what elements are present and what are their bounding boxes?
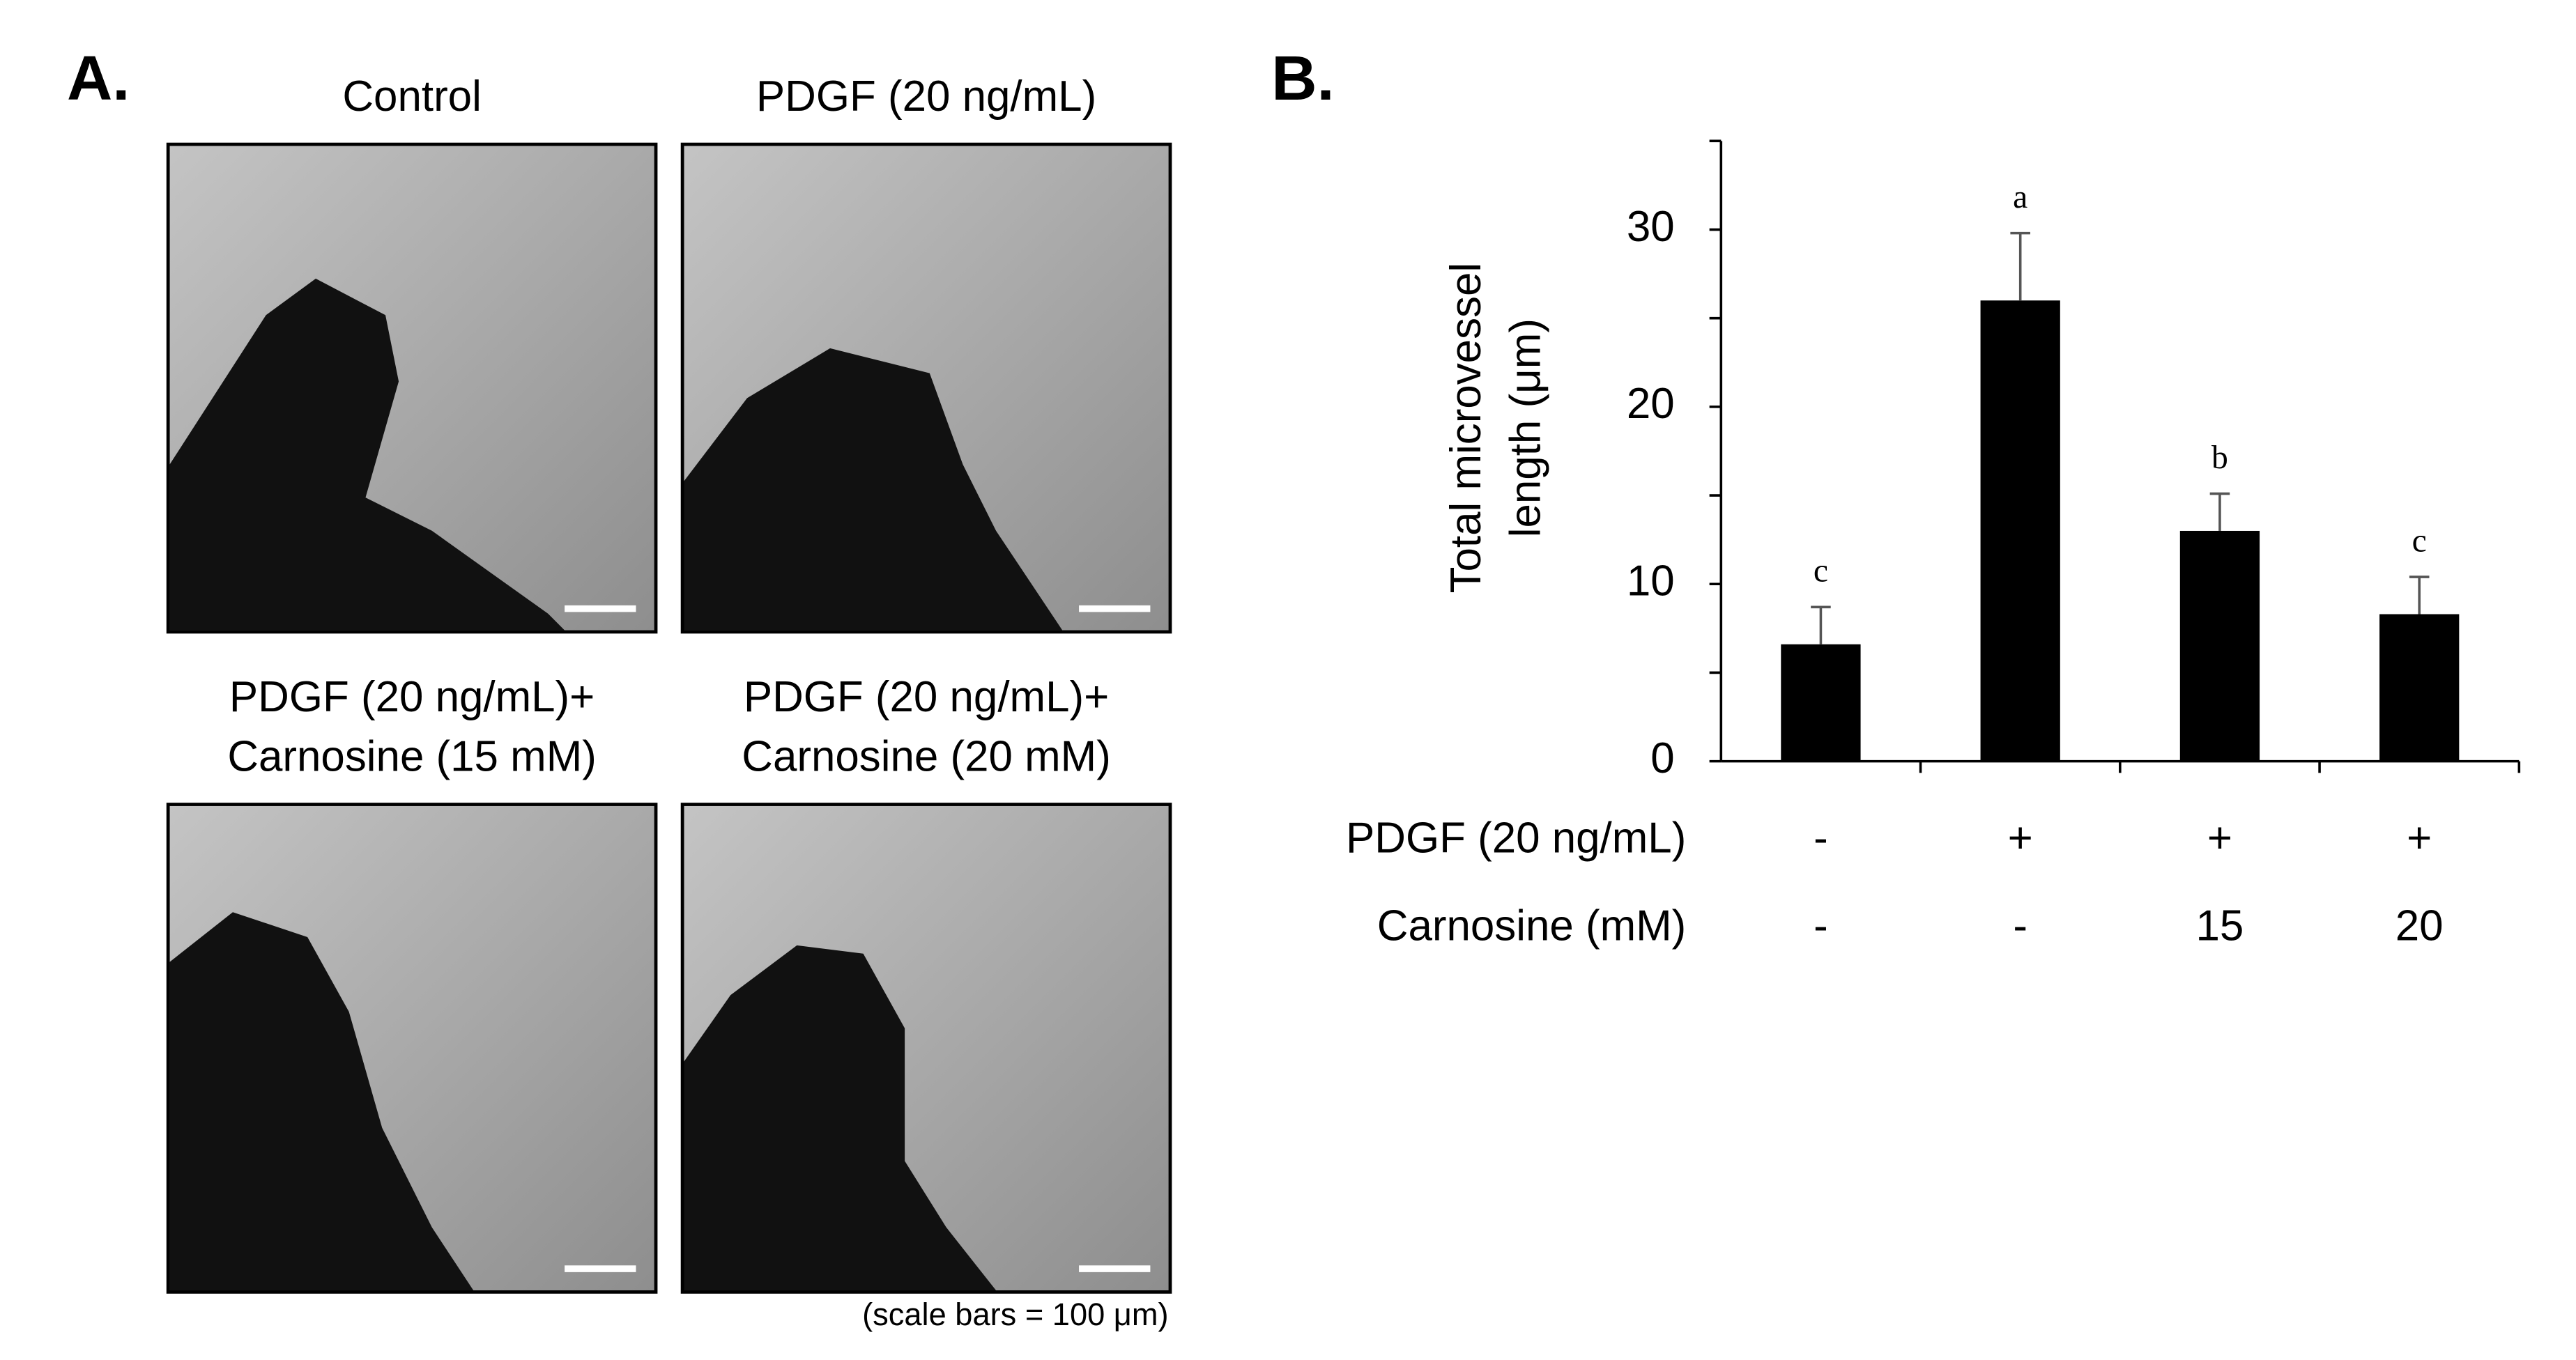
y-axis-title: Total microvessel length (μm) <box>1442 263 1550 594</box>
significance-letter: b <box>2211 440 2228 476</box>
image-title: PDGF (20 ng/mL)+ <box>744 673 1109 721</box>
error-bar <box>2209 492 2230 531</box>
image-title: PDGF (20 ng/mL) <box>756 72 1096 121</box>
condition-label: PDGF (20 ng/mL) <box>1346 814 1686 862</box>
y-tick-label: 0 <box>1650 734 1674 782</box>
image-title: Carnosine (15 mM) <box>227 733 597 781</box>
bar <box>2379 614 2460 762</box>
condition-value: 20 <box>2395 902 2444 950</box>
condition-value: + <box>2207 814 2232 862</box>
micrograph <box>680 142 1172 634</box>
y-tick-label: 10 <box>1627 557 1675 605</box>
micrograph <box>166 142 658 634</box>
micrograph <box>166 803 658 1294</box>
micrograph <box>680 803 1172 1294</box>
significance-letter: c <box>1814 553 1828 589</box>
condition-label: Carnosine (mM) <box>1377 902 1687 950</box>
condition-value: - <box>1814 814 1828 862</box>
bar <box>1781 644 1861 762</box>
image-title: Control <box>342 72 481 121</box>
y-axis-title-line: length (μm) <box>1502 318 1550 537</box>
y-axis-title-line: Total microvessel <box>1442 263 1490 594</box>
image-title: Carnosine (20 mM) <box>742 733 1111 781</box>
condition-value: + <box>2008 814 2033 862</box>
condition-value: - <box>2013 902 2027 950</box>
bar <box>2179 530 2260 762</box>
condition-value: 15 <box>2196 902 2244 950</box>
bar <box>1980 300 2060 762</box>
error-bar <box>2409 575 2430 615</box>
y-tick-label: 30 <box>1627 203 1675 251</box>
panel-label: A. <box>67 43 130 114</box>
panel-label: B. <box>1271 43 1334 114</box>
condition-value: - <box>1814 902 1828 950</box>
y-tick-label: 20 <box>1627 380 1675 428</box>
condition-value: + <box>2407 814 2432 862</box>
error-bar <box>1811 605 1831 644</box>
error-bar <box>2010 231 2030 301</box>
significance-letter: a <box>2013 179 2027 215</box>
significance-letter: c <box>2412 523 2427 559</box>
image-title: PDGF (20 ng/mL)+ <box>229 673 595 721</box>
caption: (scale bars = 100 μm) <box>862 1297 1168 1332</box>
